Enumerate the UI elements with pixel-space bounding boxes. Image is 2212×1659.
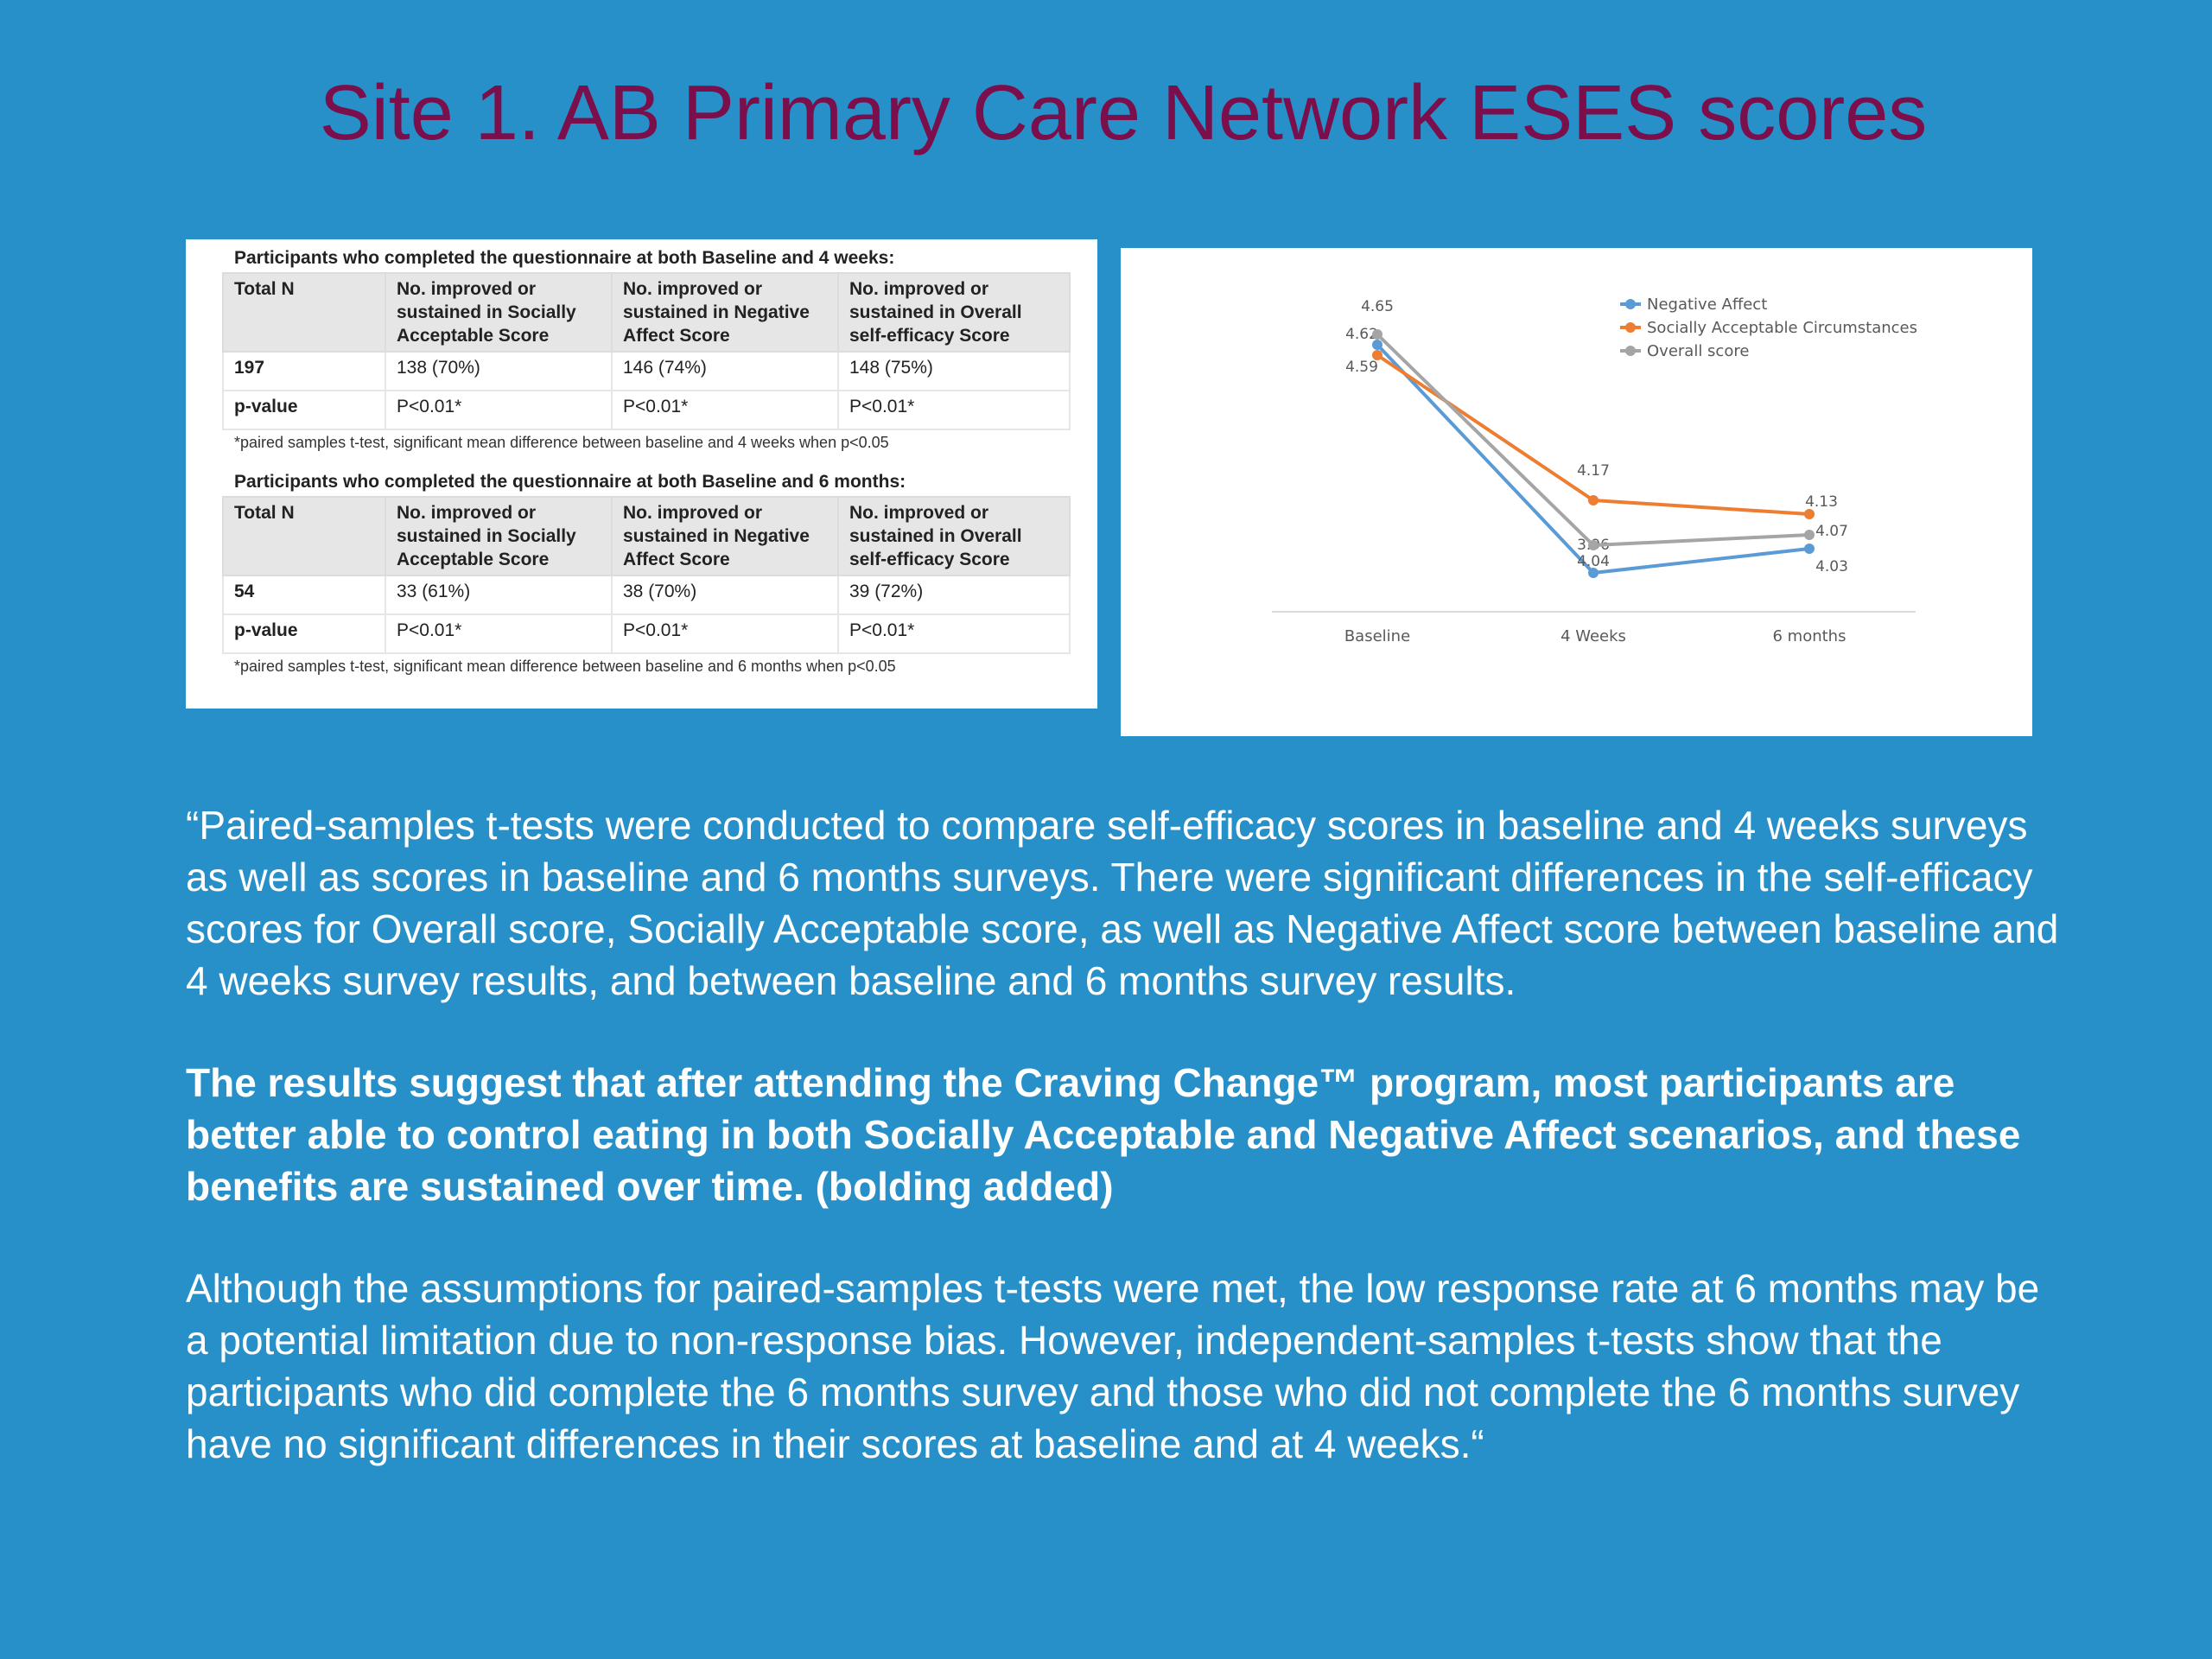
x-tick-label: 4 Weeks xyxy=(1560,627,1626,645)
x-tick-label: 6 months xyxy=(1773,627,1847,645)
data-point xyxy=(1804,509,1815,519)
table-row: p-value P<0.01* P<0.01* P<0.01* xyxy=(222,613,1071,654)
column-header: No. improved or sustained in Socially Ac… xyxy=(385,272,613,353)
paragraph-conclusion: The results suggest that after attending… xyxy=(186,1060,2021,1209)
results-table-panel: Participants who completed the questionn… xyxy=(186,239,1097,709)
table-cell: 54 xyxy=(222,575,386,615)
data-point xyxy=(1804,543,1815,554)
column-header: No. improved or sustained in Negative Af… xyxy=(611,272,839,353)
data-point xyxy=(1588,540,1599,550)
table-4-weeks: Total N No. improved or sustained in Soc… xyxy=(222,272,1071,430)
table-row: 197 138 (70%) 146 (74%) 148 (75%) xyxy=(222,351,1071,391)
table-cell: 148 (75%) xyxy=(837,351,1071,391)
legend-label: Overall score xyxy=(1647,342,1749,360)
data-label: 4.07 xyxy=(1815,523,1848,540)
x-tick-label: Baseline xyxy=(1344,627,1410,645)
table-cell: P<0.01* xyxy=(837,613,1071,654)
table-cell: P<0.01* xyxy=(385,613,613,654)
data-point xyxy=(1804,530,1815,540)
table-footnote: *paired samples t-test, significant mean… xyxy=(234,658,896,675)
data-label: 4.03 xyxy=(1815,558,1848,575)
legend-swatch-marker xyxy=(1625,322,1636,333)
column-header: No. improved or sustained in Overall sel… xyxy=(837,272,1071,353)
paragraph-method: “Paired-samples t-tests were conducted t… xyxy=(186,803,2059,1003)
table-cell: p-value xyxy=(222,613,386,654)
column-header: No. improved or sustained in Overall sel… xyxy=(837,496,1071,576)
table-row: p-value P<0.01* P<0.01* P<0.01* xyxy=(222,390,1071,430)
table-cell: p-value xyxy=(222,390,386,430)
data-label: 4.17 xyxy=(1577,462,1610,480)
column-header: Total N xyxy=(222,496,386,576)
table-header-row: Total N No. improved or sustained in Soc… xyxy=(222,496,1071,576)
table-cell: 146 (74%) xyxy=(611,351,839,391)
table-cell: P<0.01* xyxy=(837,390,1071,430)
series-line xyxy=(1376,333,1810,547)
table-cell: 197 xyxy=(222,351,386,391)
table-cell: 33 (61%) xyxy=(385,575,613,615)
data-point xyxy=(1588,568,1599,578)
data-label: 4.59 xyxy=(1345,359,1378,376)
data-label: 4.65 xyxy=(1361,298,1394,315)
table-cell: 39 (72%) xyxy=(837,575,1071,615)
data-point xyxy=(1372,329,1382,340)
series-line xyxy=(1376,353,1810,516)
table-cell: 138 (70%) xyxy=(385,351,613,391)
legend-label: Negative Affect xyxy=(1647,296,1767,314)
table-cell: P<0.01* xyxy=(611,390,839,430)
data-point xyxy=(1372,340,1382,350)
table-heading-6-months: Participants who completed the questionn… xyxy=(234,472,906,492)
paragraph-limitation: Although the assumptions for paired-samp… xyxy=(186,1266,2040,1466)
table-row: 54 33 (61%) 38 (70%) 39 (72%) xyxy=(222,575,1071,615)
table-cell: P<0.01* xyxy=(611,613,839,654)
table-heading-4-weeks: Participants who completed the questionn… xyxy=(234,248,895,268)
slide-title: Site 1. AB Primary Care Network ESES sco… xyxy=(319,70,1928,156)
table-cell: P<0.01* xyxy=(385,390,613,430)
legend-swatch-marker xyxy=(1625,346,1636,356)
data-point xyxy=(1372,350,1382,360)
table-6-months: Total N No. improved or sustained in Soc… xyxy=(222,496,1071,654)
table-footnote: *paired samples t-test, significant mean… xyxy=(234,434,889,451)
table-header-row: Total N No. improved or sustained in Soc… xyxy=(222,272,1071,353)
legend-swatch-marker xyxy=(1625,299,1636,309)
data-label: 4.04 xyxy=(1577,553,1610,570)
data-point xyxy=(1588,495,1599,505)
data-label: 4.13 xyxy=(1805,493,1838,511)
body-text: “Paired-samples t-tests were conducted t… xyxy=(186,799,2069,1470)
legend-label: Socially Acceptable Circumstances xyxy=(1647,319,1917,337)
data-label: 4.62 xyxy=(1345,326,1378,343)
column-header: Total N xyxy=(222,272,386,353)
table-cell: 38 (70%) xyxy=(611,575,839,615)
column-header: No. improved or sustained in Socially Ac… xyxy=(385,496,613,576)
column-header: No. improved or sustained in Negative Af… xyxy=(611,496,839,576)
